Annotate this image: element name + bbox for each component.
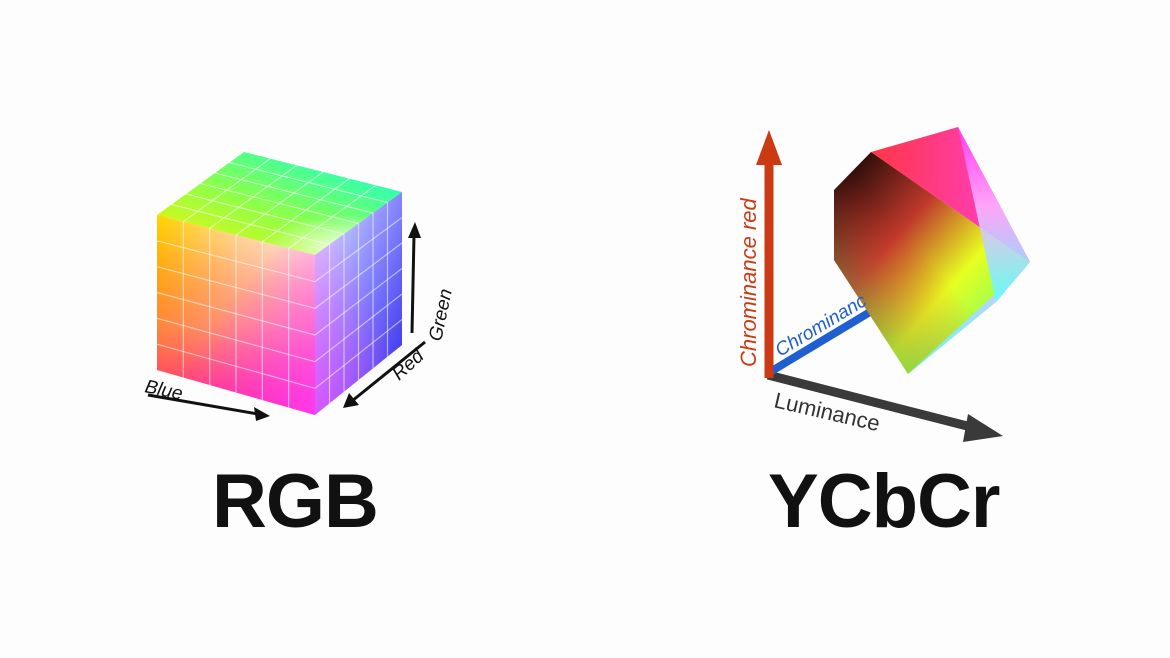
rgb-cube	[156, 152, 403, 415]
rgb-title: RGB	[212, 459, 379, 544]
luminance-axis-arrow	[766, 370, 1003, 442]
rgb-blue-axis-label: Blue	[143, 376, 185, 404]
ycbcr-color-prism	[834, 127, 1030, 374]
chrominance-blue-axis	[767, 302, 883, 376]
rgb-green-axis-arrow	[408, 222, 421, 334]
chrominance-red-axis-arrow	[756, 130, 782, 378]
rgb-green-axis-label: Green	[425, 287, 457, 343]
rgb-red-axis-arrow	[343, 340, 426, 408]
chrominance-blue-axis-label: Chrominanc	[772, 290, 871, 361]
rgb-blue-axis-arrow	[147, 393, 270, 421]
luminance-axis-label: Luminance	[772, 388, 883, 437]
ycbcr-title: YCbCr	[768, 459, 1000, 544]
chrominance-red-axis-label: Chrominance red	[736, 197, 761, 367]
